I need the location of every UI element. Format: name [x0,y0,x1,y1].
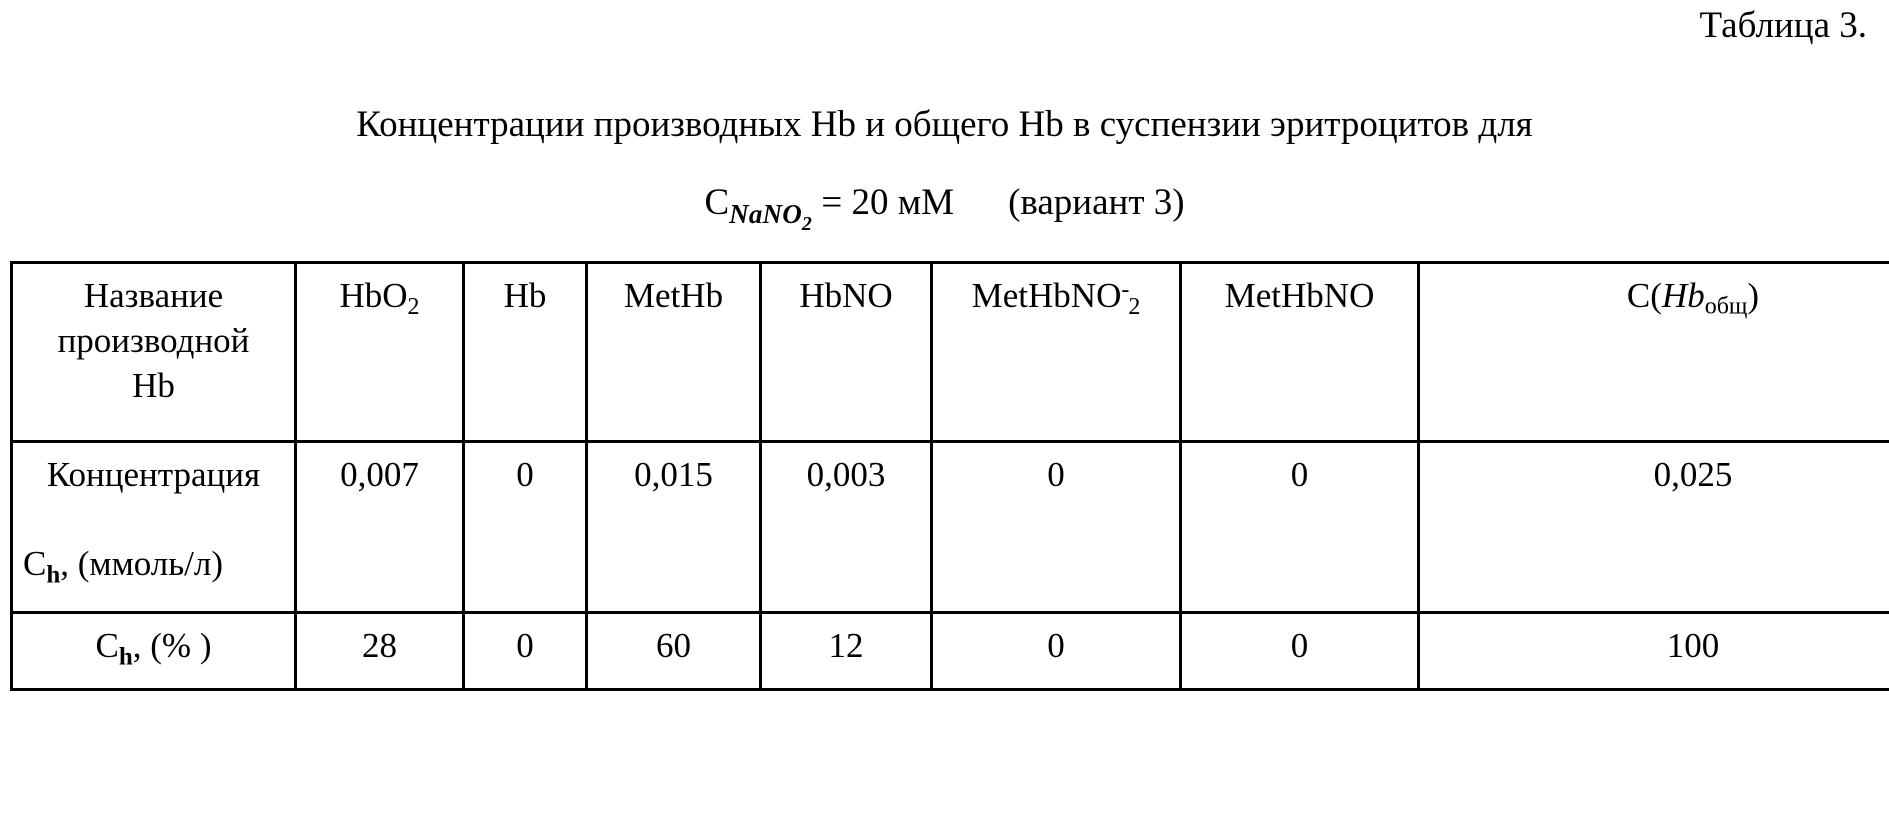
cell-hbo2-mmol: 0,007 [294,440,465,614]
table-caption-line1: Концентрации производных Hb и общего Hb … [356,104,1533,145]
cell-hb-mmol: 0 [462,440,588,614]
row-label-concentration-percent: Ch, (% ) [10,611,297,691]
cell-total-hb-percent: 100 [1417,611,1889,691]
formula-subscript: NaNO2 [729,198,813,235]
cell-hb-percent: 0 [462,611,588,691]
cell-hbo2-percent: 28 [294,611,465,691]
table-caption-line2: CNaNO2 = 20 мМ (вариант 3) [0,182,1889,236]
formula-symbol: C [704,182,730,223]
cell-total-hb-mmol: 0,025 [1417,440,1889,614]
table-number-label: Таблица 3. [1699,5,1868,46]
cell-methbno-mmol: 0 [1179,440,1420,614]
cell-hbno-mmol: 0,003 [759,440,933,614]
table: Название производной Hb HbO2 Hb MetHb Hb… [10,261,1889,691]
header-cell-name: Название производной Hb [10,261,297,443]
header-cell-hbo2: HbO2 [294,261,465,443]
cell-methb-percent: 60 [585,611,762,691]
variant-label: (вариант 3) [1008,182,1185,223]
table-row: Концентрация Ch, (ммоль/л) 0,007 0 0,015… [10,440,1889,614]
cell-methbno2-percent: 0 [930,611,1182,691]
header-cell-hb: Hb [462,261,588,443]
cell-methbno-percent: 0 [1179,611,1420,691]
header-cell-hbno: HbNO [759,261,933,443]
header-cell-methbno: MetHbNO [1179,261,1420,443]
formula-value: = 20 мМ [821,182,955,223]
header-cell-methbno2: MetHbNO-2 [930,261,1182,443]
row-label-concentration-mmol: Концентрация Ch, (ммоль/л) [10,440,297,614]
concentrations-table: Название производной Hb HbO2 Hb MetHb Hb… [10,261,1889,691]
cell-methb-mmol: 0,015 [585,440,762,614]
cell-hbno-percent: 12 [759,611,933,691]
concentration-formula: CNaNO2 = 20 мМ [704,182,954,236]
header-cell-total-hb: C(Hbобщ) [1417,261,1889,443]
row-unit-mmol: Ch, (ммоль/л) [23,543,224,589]
table-header-row: Название производной Hb HbO2 Hb MetHb Hb… [10,261,1889,443]
cell-methbno2-mmol: 0 [930,440,1182,614]
header-cell-methb: MetHb [585,261,762,443]
table-row: Ch, (% ) 28 0 60 12 0 0 100 [10,611,1889,691]
